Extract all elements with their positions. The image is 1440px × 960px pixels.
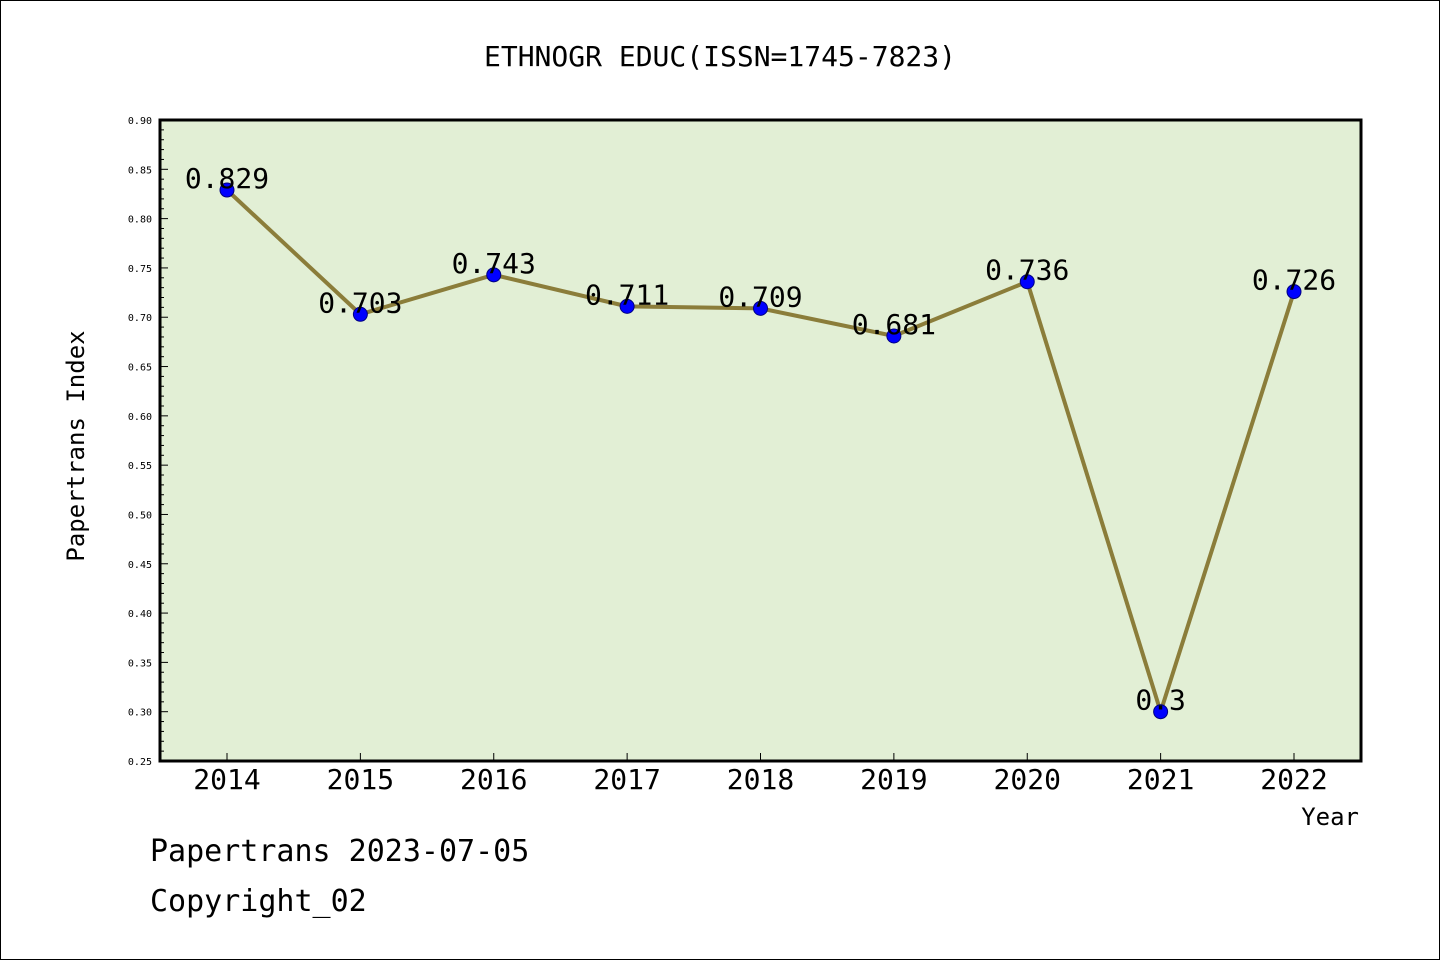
y-tick-label: 0.35 [128, 658, 152, 669]
x-tick-label: 2014 [193, 763, 260, 796]
x-tick-label: 2018 [727, 763, 794, 796]
y-tick-label: 0.60 [128, 412, 152, 423]
data-point [1286, 284, 1302, 300]
y-tick-label: 0.75 [128, 264, 152, 275]
y-tick-label: 0.85 [128, 165, 152, 176]
y-tick-label: 0.80 [128, 215, 152, 226]
data-point [886, 328, 902, 344]
y-tick-label: 0.55 [128, 461, 152, 472]
y-axis-label: Papertrans Index [62, 330, 90, 561]
data-label: 0.736 [985, 254, 1069, 287]
data-point [219, 182, 235, 198]
x-axis: 2014 2015 2016 2017 2018 2019 2020 2021 2022 [193, 753, 1328, 796]
data-label: 0.681 [852, 308, 936, 341]
data-label: 0.829 [185, 162, 269, 195]
y-tick-label: 0.25 [128, 757, 152, 768]
y-tick-label: 0.30 [128, 708, 152, 719]
x-tick-label: 2021 [1127, 763, 1194, 796]
data-label: 0.703 [318, 286, 402, 319]
x-tick-label: 2019 [860, 763, 927, 796]
y-tick-label: 0.90 [128, 116, 152, 127]
x-tick-label: 2015 [327, 763, 394, 796]
y-tick-label: 0.65 [128, 363, 152, 374]
data-point [1019, 274, 1035, 290]
x-tick-label: 2016 [460, 763, 527, 796]
data-point [486, 267, 502, 283]
data-label: 0.743 [452, 247, 536, 280]
data-point [352, 306, 368, 322]
y-axis: 0.25 0.30 0.35 0.40 0.45 0.50 0.55 0.60 0.65 0.70… [128, 116, 168, 768]
data-point [1153, 704, 1169, 720]
x-axis-label: Year [1301, 803, 1359, 831]
y-tick-label: 0.45 [128, 560, 152, 571]
y-tick-label: 0.70 [128, 313, 152, 324]
data-labels: 0.829 0.703 0.743 0.711 0.709 0.681 0.736 0.3 0.… [185, 162, 1336, 717]
chart-title: ETHNOGR EDUC(ISSN=1745-7823) [484, 40, 956, 73]
data-label: 0.3 [1135, 684, 1186, 717]
footer-copyright: Copyright_02 [150, 884, 367, 919]
y-tick-label: 0.50 [128, 510, 152, 521]
footer-date: Papertrans 2023-07-05 [150, 834, 530, 869]
series-markers [219, 182, 1302, 720]
data-point [619, 298, 635, 314]
x-tick-label: 2017 [593, 763, 660, 796]
data-point [753, 300, 768, 316]
data-label: 0.711 [585, 278, 669, 311]
plot-area [158, 118, 1363, 763]
x-tick-label: 2022 [1260, 763, 1327, 796]
y-tick-label: 0.40 [128, 609, 152, 620]
x-tick-label: 2020 [994, 763, 1061, 796]
data-label: 0.726 [1252, 264, 1336, 297]
data-label: 0.709 [718, 280, 802, 313]
